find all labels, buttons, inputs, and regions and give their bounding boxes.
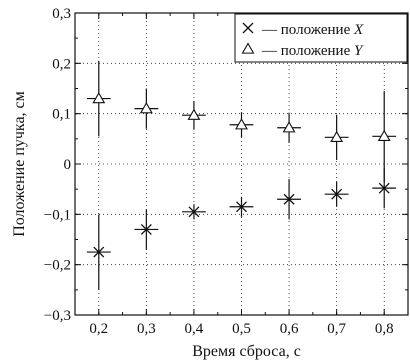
data-point <box>92 91 106 104</box>
data-point <box>187 108 201 120</box>
data-point <box>188 206 200 218</box>
y-tick-label: −0,3 <box>44 308 71 324</box>
legend-entry: — положение X <box>261 22 364 38</box>
x-tick-label: 0,2 <box>89 321 108 337</box>
y-tick-label: −0,1 <box>44 207 71 223</box>
x-tick-label: 0,3 <box>137 321 156 337</box>
data-point <box>139 102 153 114</box>
data-point <box>282 121 296 133</box>
x-tick-label: 0,6 <box>280 321 299 337</box>
y-tick-label: 0 <box>64 157 72 173</box>
x-tick-label: 0,8 <box>375 321 394 337</box>
data-point <box>378 182 390 194</box>
data-point <box>377 129 391 141</box>
legend-entry: — положение Y <box>261 43 364 59</box>
x-tick-label: 0,4 <box>185 321 204 337</box>
data-point <box>140 223 152 235</box>
axis-ticks: 0,2 0,3 0,4 0,5 0,6 0,7 0,8 −0,3 −0,2 −0,1 0 0,1 0,2… <box>44 6 409 337</box>
data-point <box>330 130 344 142</box>
data-point <box>283 193 295 205</box>
series-X <box>86 168 397 290</box>
x-tick-label: 0,7 <box>327 321 346 337</box>
legend-box <box>234 13 408 63</box>
data-point <box>235 118 248 130</box>
legend: — положение X — положение Y <box>234 13 408 63</box>
x-axis-label: Время сброса, с <box>192 343 301 360</box>
legend-marker <box>242 22 254 34</box>
data-marks <box>86 60 397 290</box>
y-tick-label: 0,1 <box>52 107 71 123</box>
series-Y <box>86 60 397 182</box>
y-tick-label: −0,2 <box>44 258 71 274</box>
x-tick-label: 0,5 <box>232 321 251 337</box>
y-axis-label: Положение пучка, см <box>11 91 28 237</box>
data-point <box>236 201 247 213</box>
data-point <box>93 246 105 258</box>
data-point <box>331 188 343 200</box>
legend-marker <box>241 42 255 54</box>
y-tick-label: 0,3 <box>52 6 71 22</box>
y-tick-label: 0,2 <box>52 56 71 72</box>
